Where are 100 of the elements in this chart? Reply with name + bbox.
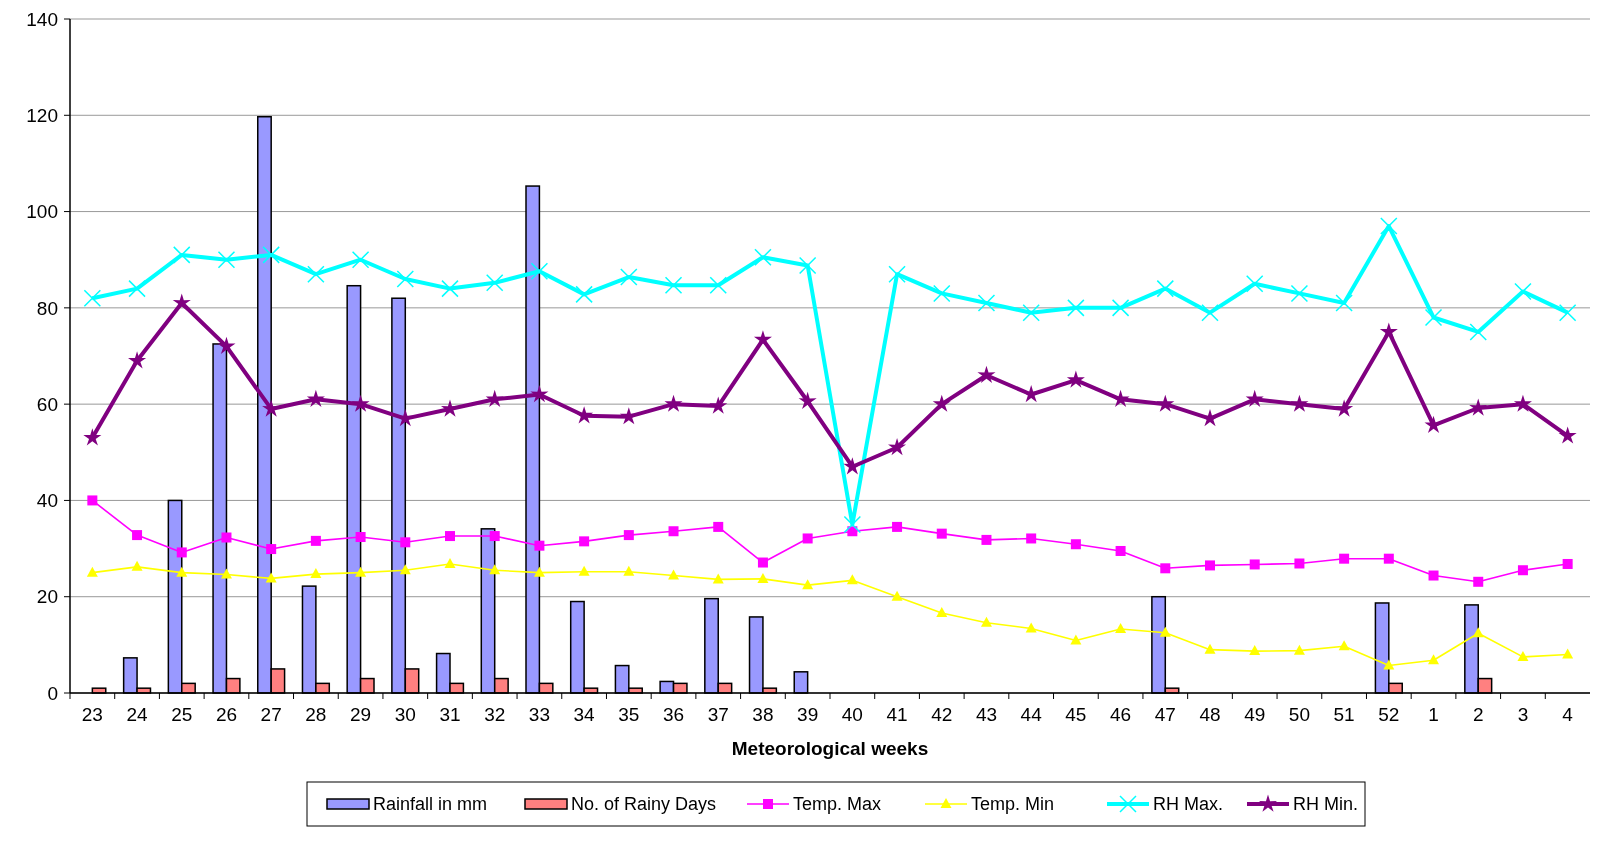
x-tick-label: 3: [1517, 704, 1529, 725]
x-tick-label: 34: [573, 704, 596, 725]
point: [1428, 570, 1439, 581]
point: [172, 293, 191, 311]
point: [1205, 560, 1215, 571]
x-tick-label: 36: [662, 704, 685, 725]
point: [489, 531, 500, 542]
point: [1156, 279, 1175, 298]
point: [1115, 622, 1127, 633]
point: [1469, 323, 1487, 341]
point: [86, 566, 98, 577]
point: [485, 389, 504, 408]
x-tick-label: 23: [81, 704, 103, 725]
point: [936, 607, 948, 618]
point: [1160, 563, 1171, 574]
legend-label: RH Max.: [1153, 794, 1224, 814]
point: [1201, 303, 1219, 322]
point: [575, 406, 594, 424]
point: [757, 557, 768, 568]
point: [1070, 539, 1081, 550]
point: [355, 532, 366, 543]
legend-label: Temp. Max: [793, 794, 882, 814]
x-tick-label: 42: [931, 704, 953, 725]
point: [1022, 303, 1040, 322]
point: [534, 540, 545, 551]
x-tick-label: 38: [752, 704, 774, 725]
point: [306, 389, 325, 408]
x-tick-label: 51: [1333, 704, 1355, 725]
point: [530, 385, 549, 403]
point: [1424, 308, 1443, 327]
point: [843, 515, 862, 534]
x-tick-label: 28: [305, 704, 327, 725]
x-tick-label: 35: [618, 704, 640, 725]
point: [798, 391, 817, 409]
point: [1380, 217, 1398, 235]
point: [396, 270, 415, 288]
point: [1070, 634, 1082, 645]
point: [307, 265, 325, 283]
point: [444, 557, 456, 568]
x-tick-label: 4: [1562, 704, 1574, 725]
x-tick-label: 27: [260, 704, 282, 725]
point: [220, 568, 232, 579]
point: [533, 566, 545, 577]
point: [1249, 559, 1260, 570]
point: [712, 573, 724, 584]
x-tick-label: 41: [886, 704, 908, 725]
x-tick-label: 33: [528, 704, 550, 725]
point: [1249, 645, 1261, 656]
legend-label: Rainfall in mm: [373, 794, 488, 814]
point: [355, 566, 367, 577]
y-tick-label: 40: [36, 490, 58, 512]
point: [1245, 389, 1264, 408]
point: [1558, 303, 1577, 322]
point: [485, 274, 504, 292]
point: [1026, 533, 1037, 544]
x-tick-label: 43: [975, 704, 998, 725]
y-tick-label: 120: [26, 104, 58, 126]
point: [1472, 627, 1484, 638]
x-tick-label: 46: [1110, 704, 1132, 725]
point: [310, 535, 321, 546]
legend-label: No. of Rainy Days: [571, 794, 717, 814]
point: [266, 544, 277, 555]
point: [1513, 394, 1532, 412]
x-tick-label: 32: [484, 704, 506, 725]
legend-label: Temp. Min: [971, 794, 1055, 814]
x-tick-label: 40: [841, 704, 863, 725]
point: [1428, 654, 1440, 665]
point: [980, 616, 992, 627]
point: [933, 284, 951, 303]
point: [709, 396, 728, 414]
point: [623, 565, 635, 576]
point: [1338, 640, 1350, 651]
x-tick-label: 47: [1154, 704, 1176, 725]
point: [623, 530, 634, 541]
point: [668, 526, 679, 537]
point: [578, 565, 590, 576]
x-tick-label: 44: [1020, 704, 1043, 725]
point: [351, 250, 370, 269]
point: [713, 521, 724, 532]
point: [1335, 399, 1354, 417]
point: [530, 262, 549, 281]
x-tick-label: 1: [1428, 704, 1439, 725]
x-axis-title: Meteorological weeks: [731, 738, 929, 759]
point: [664, 394, 683, 412]
point: [1067, 299, 1085, 317]
point: [1111, 299, 1130, 317]
x-tick-label: 45: [1065, 704, 1087, 725]
point: [1156, 394, 1175, 412]
point: [936, 528, 947, 539]
point: [977, 294, 996, 312]
point: [1517, 650, 1529, 661]
point: [1245, 275, 1264, 293]
point: [843, 457, 862, 475]
x-tick-label: 29: [350, 704, 372, 725]
point: [400, 537, 411, 548]
point: [128, 279, 146, 298]
x-tick-label: 31: [439, 704, 461, 725]
point: [176, 566, 188, 577]
point: [1383, 659, 1395, 670]
point: [977, 365, 996, 383]
